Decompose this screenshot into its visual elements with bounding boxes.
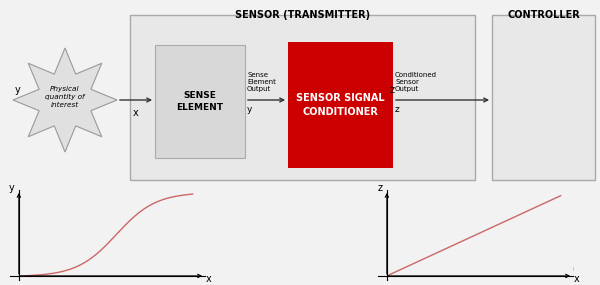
Text: x: x	[206, 274, 211, 284]
Text: y: y	[15, 85, 21, 95]
Text: CONTROLLER: CONTROLLER	[507, 10, 580, 20]
FancyBboxPatch shape	[130, 15, 475, 180]
Text: www.cntronics.com: www.cntronics.com	[501, 264, 575, 273]
Polygon shape	[13, 48, 117, 152]
Text: x: x	[574, 274, 580, 284]
Text: SENSOR SIGNAL
CONDITIONER: SENSOR SIGNAL CONDITIONER	[296, 93, 385, 117]
Text: z: z	[377, 183, 382, 193]
Text: x: x	[133, 108, 139, 118]
Text: SENSOR (TRANSMITTER): SENSOR (TRANSMITTER)	[235, 10, 370, 20]
Text: Physical
quantity of
interest: Physical quantity of interest	[45, 86, 85, 107]
FancyBboxPatch shape	[155, 45, 245, 158]
FancyBboxPatch shape	[288, 42, 393, 168]
Text: y: y	[9, 183, 14, 193]
Text: z: z	[395, 105, 400, 114]
Text: y: y	[247, 105, 253, 114]
Text: z: z	[390, 85, 395, 95]
Text: Conditioned
Sensor
Output: Conditioned Sensor Output	[395, 72, 437, 92]
Text: Sense
Element
Output: Sense Element Output	[247, 72, 276, 92]
Text: SENSE
ELEMENT: SENSE ELEMENT	[176, 91, 223, 112]
FancyBboxPatch shape	[492, 15, 595, 180]
